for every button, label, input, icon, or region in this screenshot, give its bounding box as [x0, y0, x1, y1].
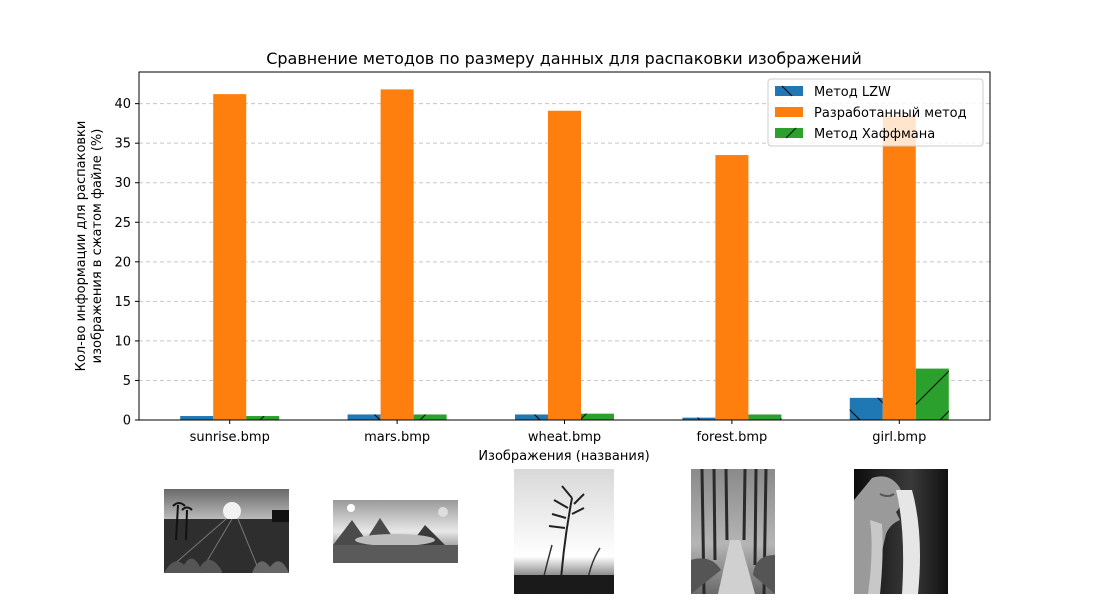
y-tick-label: 20 [114, 255, 131, 270]
x-axis: sunrise.bmp mars.bmp wheat.bmp forest.bmp gi… [190, 420, 926, 445]
bar-hatch [180, 416, 214, 420]
bar-forest-series-1 [715, 155, 749, 420]
legend-swatch [775, 128, 803, 138]
y-tick-label: 30 [114, 176, 131, 191]
bar-hatch [915, 368, 949, 420]
y-axis-label-line1: Кол-во информации для распаковки [74, 121, 89, 372]
y-tick-label: 10 [114, 334, 131, 349]
legend-label: Разработанный метод [814, 106, 967, 121]
bar-hatch [515, 414, 548, 420]
y-tick-label: 40 [114, 97, 131, 112]
x-tick-label: sunrise.bmp [190, 430, 270, 445]
x-tick-label: girl.bmp [872, 430, 926, 445]
bar-hatch [246, 416, 280, 420]
legend: Метод LZW Разработанный метод Метод Хаффма… [767, 78, 984, 147]
y-axis: 0 5 10 15 20 25 30 35 40 [114, 97, 139, 429]
bar-wheat-series-1 [548, 110, 581, 420]
y-tick-label: 15 [114, 295, 131, 310]
legend-box [767, 78, 984, 147]
bar-hatch [849, 397, 883, 420]
wheat-thumbnail [514, 469, 614, 595]
x-tick-label: mars.bmp [364, 430, 430, 445]
chart-title: Сравнение методов по размеру данных для … [266, 49, 862, 68]
legend-label: Метод Хаффмана [814, 127, 935, 142]
y-tick-label: 25 [114, 216, 131, 231]
legend-label: Метод LZW [814, 85, 891, 100]
bar-sunrise-series-1 [213, 94, 247, 421]
legend-hatch [785, 127, 797, 139]
y-tick-label: 35 [114, 137, 131, 152]
x-tick-label: wheat.bmp [528, 430, 601, 445]
y-axis-label-line2: изображения в сжатом файле (%) [90, 129, 105, 364]
forest-thumbnail [691, 468, 775, 595]
bar-hatch [413, 414, 447, 420]
girl-thumbnail [854, 469, 948, 594]
bar-hatch [748, 414, 782, 420]
legend-hatch [781, 85, 793, 97]
bar-hatch [347, 414, 381, 420]
bar-hatch [682, 417, 716, 420]
bar-girl-series-1 [882, 115, 916, 420]
x-tick-label: forest.bmp [697, 430, 768, 445]
bars [180, 89, 949, 421]
legend-swatch [775, 107, 803, 117]
bar-hatch [581, 413, 614, 420]
y-tick-label: 5 [123, 374, 131, 389]
legend-swatch [775, 86, 803, 96]
sunrise-thumbnail [163, 489, 289, 574]
x-axis-label: Изображения (названия) [478, 449, 649, 464]
bar-mars-series-1 [380, 89, 414, 421]
y-tick-label: 0 [123, 414, 131, 429]
mars-thumbnail [333, 500, 458, 563]
